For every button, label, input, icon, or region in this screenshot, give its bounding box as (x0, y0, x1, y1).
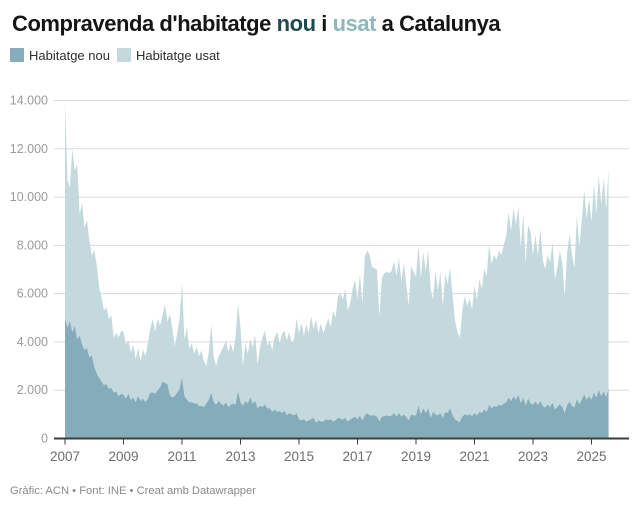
svg-text:14.000: 14.000 (10, 94, 48, 108)
svg-text:2011: 2011 (167, 449, 196, 464)
svg-text:2.000: 2.000 (17, 383, 48, 397)
svg-text:2013: 2013 (225, 449, 255, 464)
svg-text:2025: 2025 (576, 449, 606, 464)
svg-text:2023: 2023 (518, 449, 548, 464)
svg-text:2009: 2009 (108, 449, 138, 464)
svg-text:12.000: 12.000 (10, 142, 48, 156)
svg-text:2007: 2007 (50, 449, 80, 464)
svg-text:4.000: 4.000 (17, 335, 48, 349)
svg-text:8.000: 8.000 (17, 238, 48, 252)
svg-text:2019: 2019 (401, 449, 431, 464)
svg-text:6.000: 6.000 (17, 287, 48, 301)
svg-text:0: 0 (41, 432, 48, 446)
svg-text:10.000: 10.000 (10, 190, 48, 204)
svg-text:2017: 2017 (342, 449, 372, 464)
svg-text:2021: 2021 (459, 449, 489, 464)
svg-text:2015: 2015 (284, 449, 314, 464)
